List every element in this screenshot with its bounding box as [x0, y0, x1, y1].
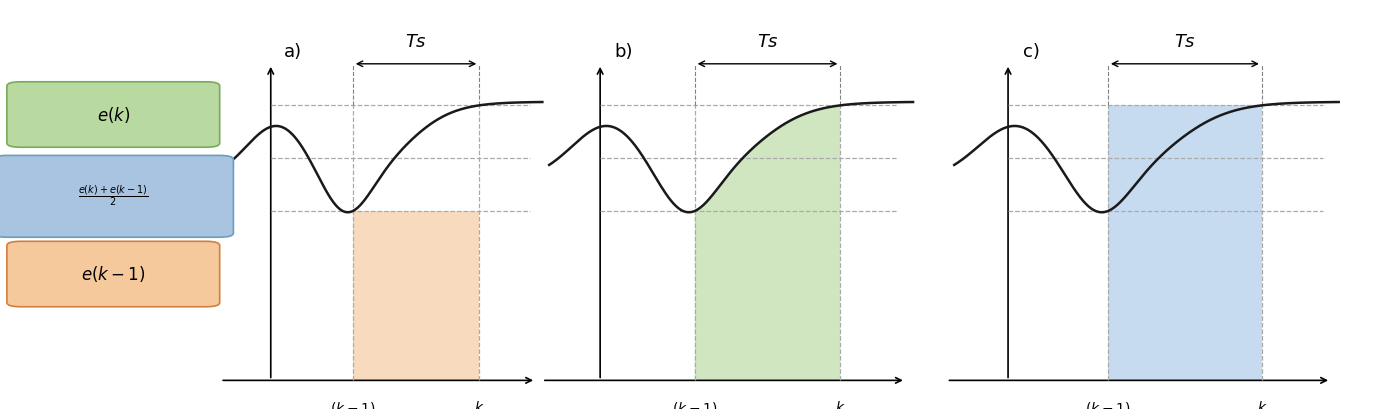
Polygon shape — [695, 106, 840, 380]
Text: $(k-1)$: $(k-1)$ — [1085, 400, 1131, 409]
Text: $k$: $k$ — [835, 400, 846, 409]
Text: $\frac{e(k)+e(k-1)}{2}$: $\frac{e(k)+e(k-1)}{2}$ — [78, 184, 148, 209]
Text: $(k-1)$: $(k-1)$ — [330, 400, 376, 409]
FancyBboxPatch shape — [7, 241, 220, 307]
Text: $e(k)$: $e(k)$ — [96, 105, 130, 124]
Text: c): c) — [1023, 43, 1041, 61]
Text: $Ts$: $Ts$ — [405, 33, 427, 51]
Text: $(k-1)$: $(k-1)$ — [671, 400, 718, 409]
FancyBboxPatch shape — [7, 82, 220, 147]
Text: $k$: $k$ — [1256, 400, 1267, 409]
Text: a): a) — [283, 43, 302, 61]
Bar — [353, 211, 479, 380]
Text: $Ts$: $Ts$ — [1174, 33, 1196, 51]
Text: $Ts$: $Ts$ — [757, 33, 778, 51]
Text: b): b) — [615, 43, 633, 61]
FancyBboxPatch shape — [0, 155, 233, 237]
Text: $k$: $k$ — [474, 400, 485, 409]
Bar — [1108, 106, 1262, 380]
Text: $e(k-1)$: $e(k-1)$ — [81, 264, 146, 284]
